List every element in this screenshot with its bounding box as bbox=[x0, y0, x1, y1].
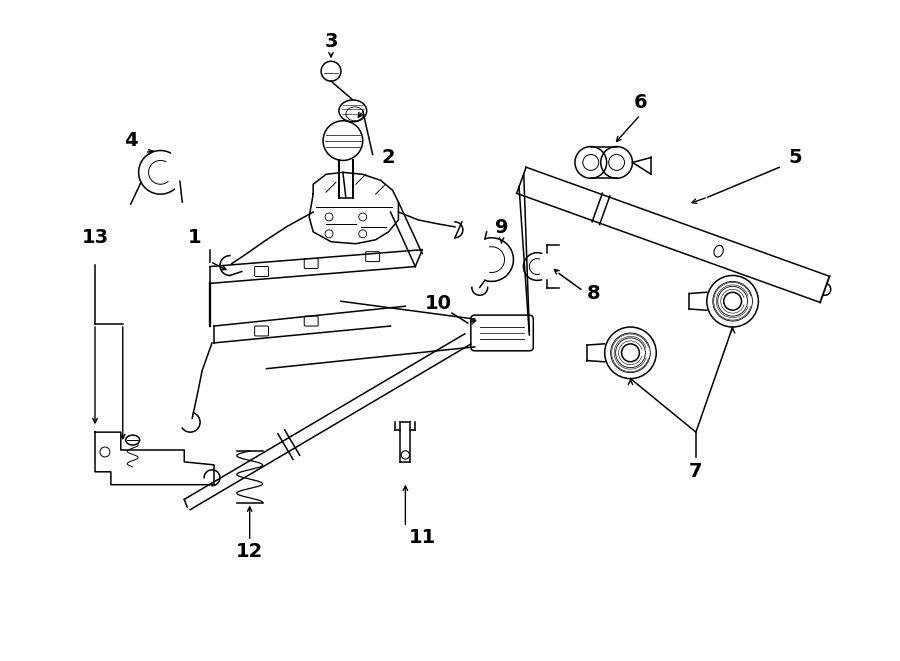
Text: 9: 9 bbox=[495, 218, 508, 237]
Text: 7: 7 bbox=[689, 462, 703, 481]
Text: 6: 6 bbox=[634, 93, 647, 112]
Text: 1: 1 bbox=[187, 228, 201, 247]
Text: 2: 2 bbox=[382, 148, 395, 167]
Text: 8: 8 bbox=[587, 284, 600, 303]
Text: 3: 3 bbox=[324, 32, 338, 51]
Text: 5: 5 bbox=[788, 148, 802, 167]
Text: 10: 10 bbox=[425, 293, 452, 313]
Text: 12: 12 bbox=[236, 541, 264, 561]
Text: 13: 13 bbox=[81, 228, 109, 247]
Text: 11: 11 bbox=[409, 527, 436, 547]
Text: 4: 4 bbox=[124, 131, 138, 150]
